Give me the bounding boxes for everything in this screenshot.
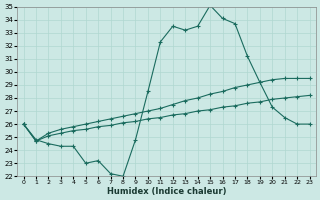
X-axis label: Humidex (Indice chaleur): Humidex (Indice chaleur) bbox=[107, 187, 226, 196]
